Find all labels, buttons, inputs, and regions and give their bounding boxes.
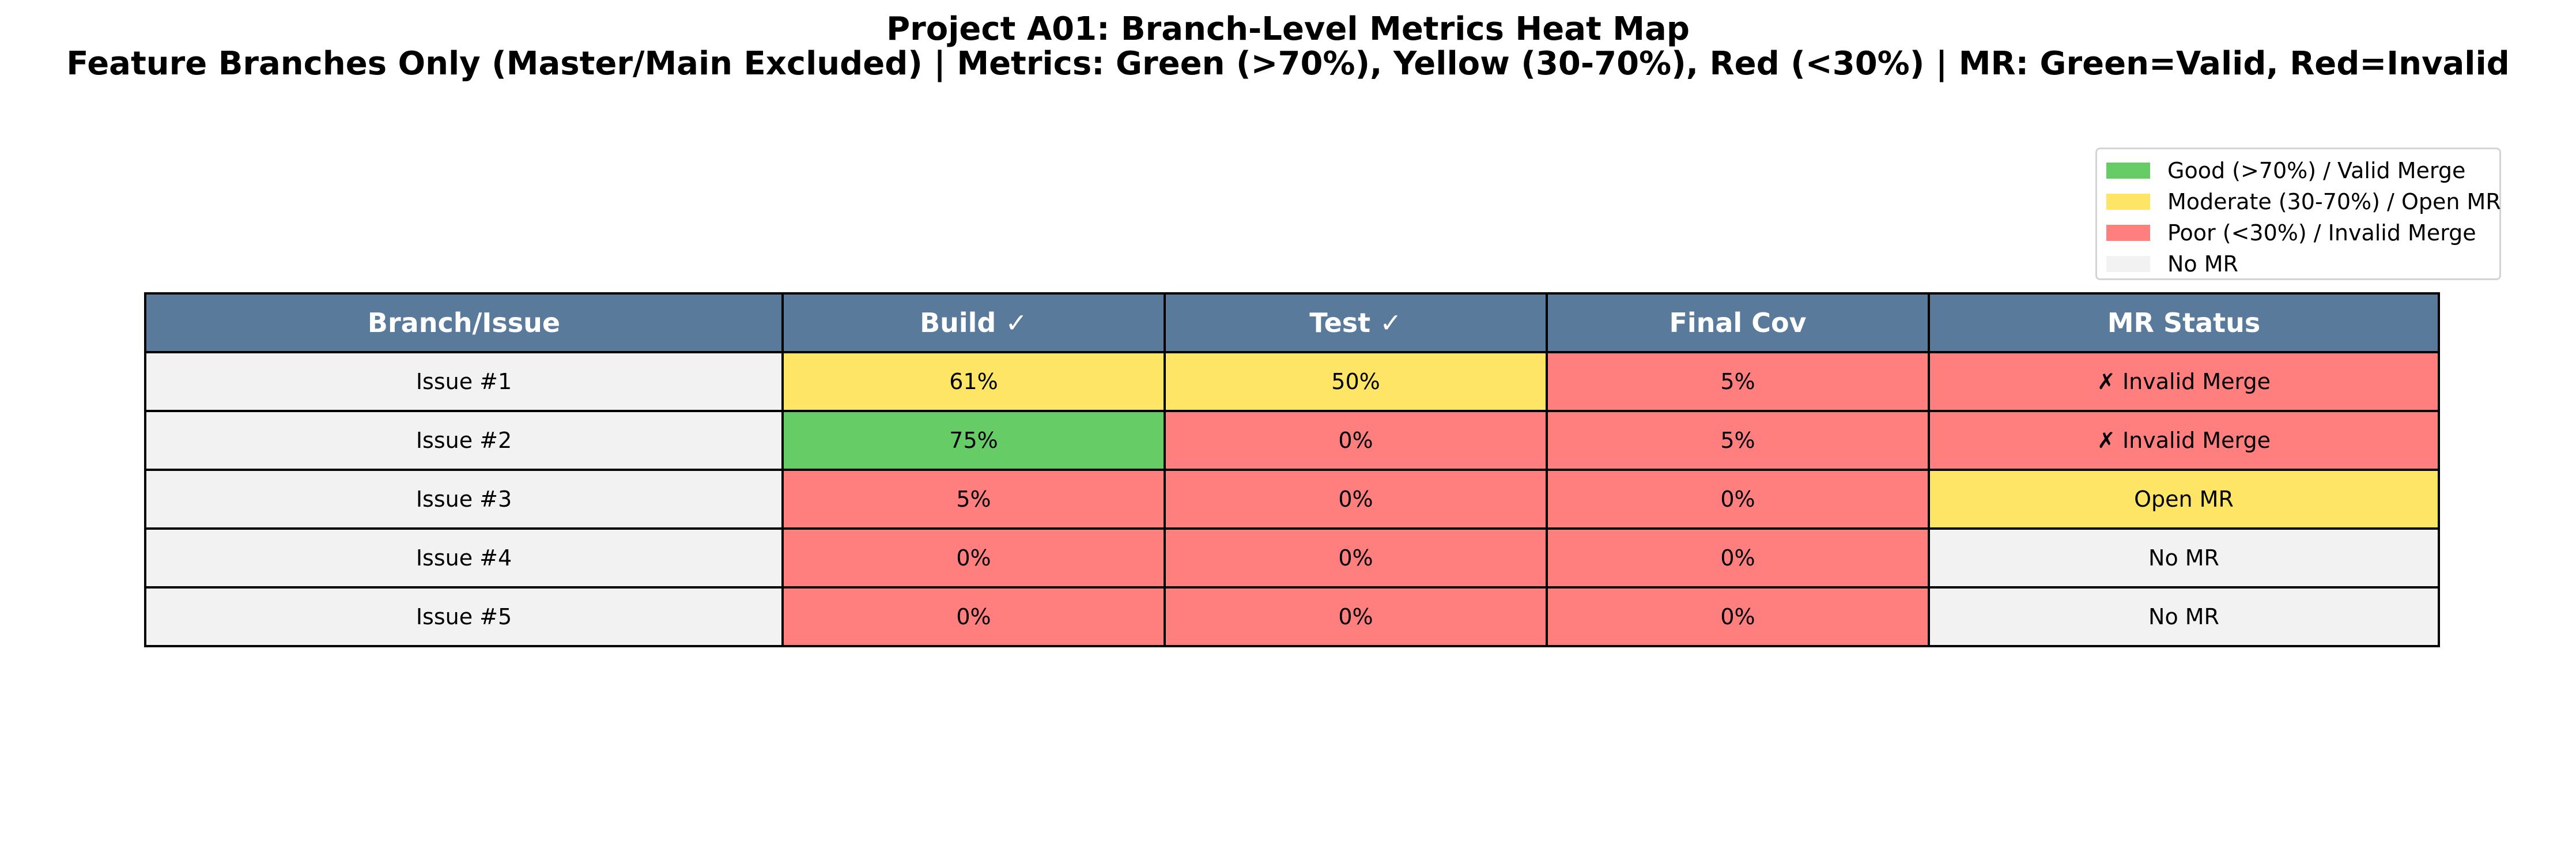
legend-swatch (2106, 225, 2150, 241)
table-row: Issue #2 75% 0% 5% ✗ Invalid Merge (144, 410, 2440, 471)
column-header-build: Build ✓ (781, 292, 1166, 353)
legend-entry: Good (>70%) / Valid Merge (2106, 157, 2465, 184)
legend-entry: No MR (2106, 251, 2238, 277)
metrics-heatmap-table: Branch/Issue Build ✓ Test ✓ Final Cov MR… (144, 292, 2440, 647)
legend-label: Good (>70%) / Valid Merge (2167, 158, 2466, 183)
cell-branch: Issue #4 (144, 527, 784, 589)
cell-test: 0% (1164, 586, 1548, 647)
cell-test: 50% (1164, 351, 1548, 412)
chart-subtitle: Feature Branches Only (Master/Main Exclu… (66, 45, 2510, 82)
cell-branch: Issue #1 (144, 351, 784, 412)
table-row: Issue #5 0% 0% 0% No MR (144, 586, 2440, 647)
table-row: Issue #3 5% 0% 0% Open MR (144, 469, 2440, 530)
cell-branch: Issue #3 (144, 469, 784, 530)
cell-final-cov: 0% (1546, 469, 1930, 530)
table-row: Issue #4 0% 0% 0% No MR (144, 527, 2440, 589)
cell-mr-status: No MR (1928, 586, 2440, 647)
column-header-final-cov: Final Cov (1546, 292, 1930, 353)
legend-label: No MR (2167, 251, 2238, 277)
cell-final-cov: 5% (1546, 410, 1930, 471)
cell-branch: Issue #2 (144, 410, 784, 471)
cell-mr-status: No MR (1928, 527, 2440, 589)
column-header-mr-status: MR Status (1928, 292, 2440, 353)
chart-title: Project A01: Branch-Level Metrics Heat M… (886, 10, 1690, 48)
legend-label: Moderate (30-70%) / Open MR (2167, 189, 2501, 214)
legend-swatch (2106, 163, 2150, 179)
cell-final-cov: 0% (1546, 527, 1930, 589)
cell-build: 5% (781, 469, 1166, 530)
cell-mr-status: ✗ Invalid Merge (1928, 410, 2440, 471)
cell-test: 0% (1164, 469, 1548, 530)
cell-test: 0% (1164, 527, 1548, 589)
cell-final-cov: 0% (1546, 586, 1930, 647)
column-header-test: Test ✓ (1164, 292, 1548, 353)
legend-swatch (2106, 256, 2150, 272)
cell-branch: Issue #5 (144, 586, 784, 647)
cell-build: 61% (781, 351, 1166, 412)
cell-mr-status: ✗ Invalid Merge (1928, 351, 2440, 412)
cell-test: 0% (1164, 410, 1548, 471)
legend: Good (>70%) / Valid Merge Moderate (30-70… (2095, 148, 2501, 280)
legend-entry: Poor (<30%) / Invalid Merge (2106, 220, 2476, 246)
cell-mr-status: Open MR (1928, 469, 2440, 530)
cell-build: 0% (781, 527, 1166, 589)
legend-swatch (2106, 194, 2150, 210)
cell-final-cov: 5% (1546, 351, 1930, 412)
cell-build: 75% (781, 410, 1166, 471)
legend-entry: Moderate (30-70%) / Open MR (2106, 188, 2501, 215)
column-header-branch: Branch/Issue (144, 292, 784, 353)
cell-build: 0% (781, 586, 1166, 647)
legend-label: Poor (<30%) / Invalid Merge (2167, 220, 2476, 246)
table-row: Issue #1 61% 50% 5% ✗ Invalid Merge (144, 351, 2440, 412)
header-row: Branch/Issue Build ✓ Test ✓ Final Cov MR… (144, 292, 2440, 353)
